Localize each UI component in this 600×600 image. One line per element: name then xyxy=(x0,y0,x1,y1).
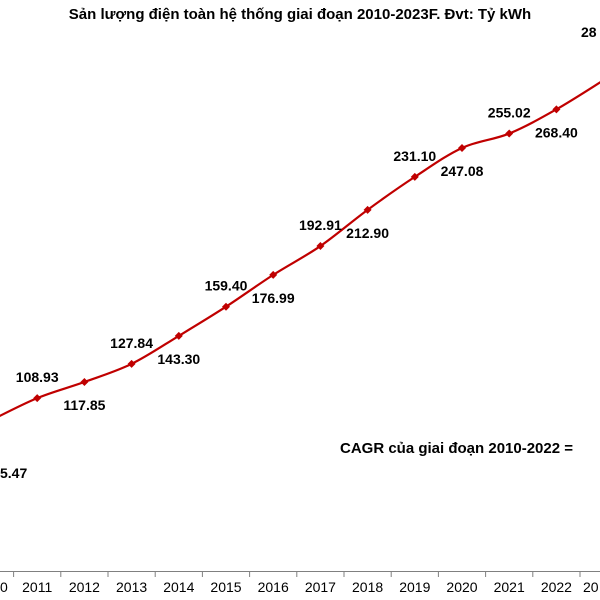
data-point-marker xyxy=(410,172,419,181)
x-tick-label: 2019 xyxy=(399,579,430,595)
data-point-marker xyxy=(505,129,514,138)
data-point-marker xyxy=(33,394,42,403)
data-point-marker xyxy=(269,270,278,279)
data-label: 159.40 xyxy=(205,278,248,294)
series-markers xyxy=(33,105,561,403)
x-tick-label: 2022 xyxy=(541,579,572,595)
data-label: 127.84 xyxy=(110,335,153,351)
x-tick-label: 2018 xyxy=(352,579,383,595)
data-label: 28 xyxy=(581,24,597,40)
cagr-annotation: CAGR của giai đoạn 2010-2022 = xyxy=(340,440,577,457)
x-tick-label: 20 xyxy=(583,579,599,595)
x-tick-label: 2016 xyxy=(258,579,289,595)
x-tick-label: 2017 xyxy=(305,579,336,595)
x-tick-label: 2020 xyxy=(446,579,477,595)
data-label: 5.47 xyxy=(0,465,27,481)
data-label: 192.91 xyxy=(299,217,342,233)
data-label: 255.02 xyxy=(488,105,531,121)
x-tick-label: 2014 xyxy=(163,579,194,595)
x-tick-label: 2011 xyxy=(22,579,52,595)
data-label: 117.85 xyxy=(63,397,105,413)
data-point-marker xyxy=(316,242,325,251)
x-axis-ticks xyxy=(13,571,581,577)
data-point-marker xyxy=(127,359,136,368)
data-point-marker xyxy=(222,302,230,311)
x-tick-label: 0 xyxy=(0,579,8,595)
data-point-marker xyxy=(80,377,89,386)
data-label: 143.30 xyxy=(157,351,200,367)
data-point-marker xyxy=(363,205,372,214)
chart-title: Sản lượng điện toàn hệ thống giai đoạn 2… xyxy=(69,6,531,23)
data-point-marker xyxy=(552,105,561,114)
x-tick-label: 2021 xyxy=(494,579,525,595)
data-point-marker xyxy=(458,143,466,152)
x-axis-tick-labels: 0 2011 2012 2013 2014 2015 2016 2017 2018 2019 202… xyxy=(0,579,599,595)
data-label: 176.99 xyxy=(252,290,295,306)
series-line xyxy=(0,81,600,418)
data-label: 231.10 xyxy=(393,148,436,164)
x-tick-label: 2015 xyxy=(210,579,241,595)
data-label: 247.08 xyxy=(441,163,484,179)
data-label: 212.90 xyxy=(346,225,389,241)
data-label: 108.93 xyxy=(16,369,59,385)
x-tick-label: 2012 xyxy=(69,579,100,595)
data-point-marker xyxy=(174,331,183,340)
data-label: 268.40 xyxy=(535,124,578,140)
x-tick-label: 2013 xyxy=(116,579,147,595)
